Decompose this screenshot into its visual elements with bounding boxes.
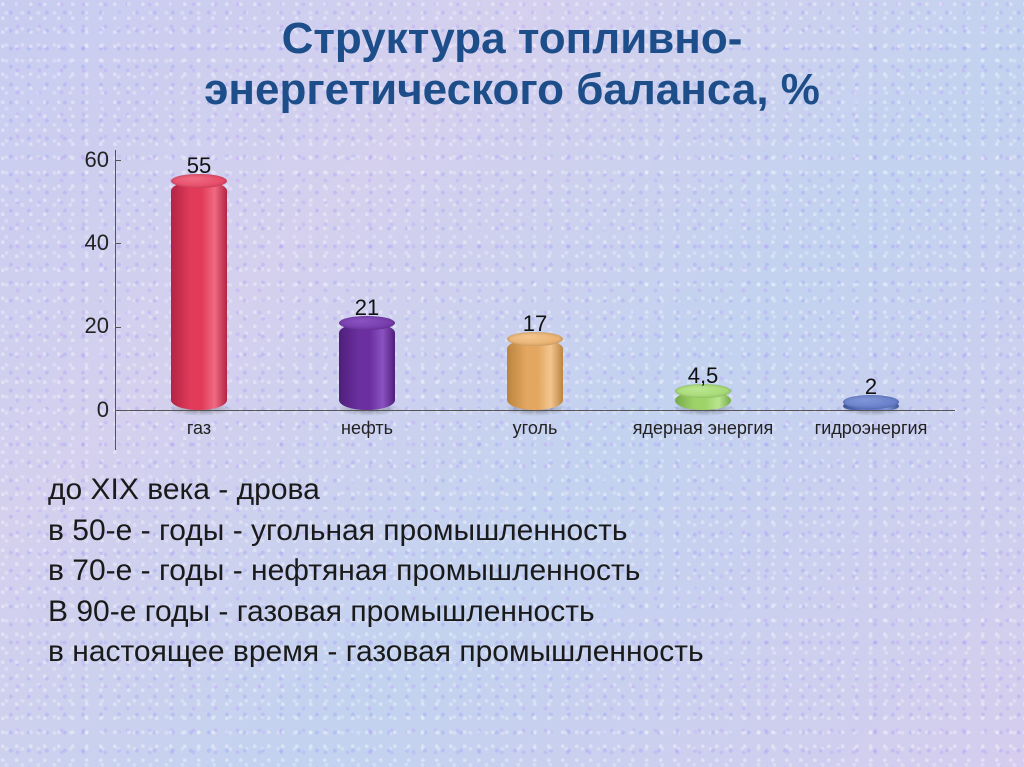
bar-value-label: 2 xyxy=(865,374,877,400)
body-text-line: в 50-е - годы - угольная промышленность xyxy=(48,511,984,552)
bar-body xyxy=(507,339,563,410)
bar: 55 xyxy=(171,181,227,410)
y-tick xyxy=(115,243,121,244)
title-line-2: энергетического баланса, % xyxy=(0,65,1024,116)
y-tick-label: 20 xyxy=(69,313,109,339)
x-category-label: уголь xyxy=(451,410,619,450)
energy-balance-chart: 55 21 17 4,5 2 газнефтьугольядерная энергияг… xyxy=(75,160,955,450)
bar: 2 xyxy=(843,402,899,410)
bar-value-label: 17 xyxy=(523,311,547,337)
body-text: до XIX века - дровав 50-е - годы - уголь… xyxy=(48,470,984,673)
x-axis-labels: газнефтьугольядерная энергиягидроэнергия xyxy=(115,410,955,450)
bar-value-label: 55 xyxy=(187,153,211,179)
body-text-line: в настоящее время - газовая промышленнос… xyxy=(48,632,984,673)
x-category-label: нефть xyxy=(283,410,451,450)
title-line-1: Структура топливно- xyxy=(0,14,1024,65)
plot-area: 55 21 17 4,5 2 xyxy=(115,160,955,410)
x-category-label: ядерная энергия xyxy=(619,410,787,450)
x-category-label: газ xyxy=(115,410,283,450)
x-axis-line xyxy=(115,410,955,411)
bar-value-label: 21 xyxy=(355,295,379,321)
bar-value-label: 4,5 xyxy=(688,363,719,389)
y-tick xyxy=(115,160,121,161)
slide: Структура топливно- энергетического бала… xyxy=(0,0,1024,767)
bar: 4,5 xyxy=(675,391,731,410)
y-tick-label: 40 xyxy=(69,230,109,256)
bar-body xyxy=(171,181,227,410)
bar: 21 xyxy=(339,323,395,411)
body-text-line: до XIX века - дрова xyxy=(48,470,984,511)
x-category-label: гидроэнергия xyxy=(787,410,955,450)
slide-title: Структура топливно- энергетического бала… xyxy=(0,0,1024,115)
bar-body xyxy=(339,323,395,411)
bar: 17 xyxy=(507,339,563,410)
body-text-line: В 90-е годы - газовая промышленность xyxy=(48,592,984,633)
y-tick xyxy=(115,327,121,328)
y-tick-label: 0 xyxy=(69,397,109,423)
body-text-line: в 70-е - годы - нефтяная промышленность xyxy=(48,551,984,592)
y-tick-label: 60 xyxy=(69,147,109,173)
